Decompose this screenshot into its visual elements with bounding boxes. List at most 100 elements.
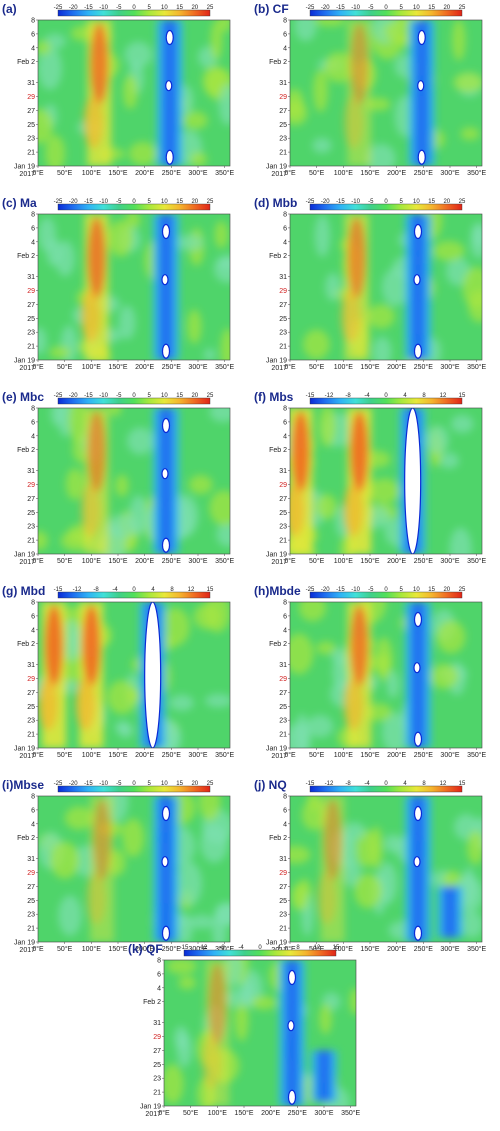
x-tick-label: 0°E — [32, 169, 44, 177]
x-tick-label: 200°E — [387, 557, 406, 565]
x-tick-label: 0°E — [32, 751, 44, 759]
x-tick-label: 150°E — [360, 557, 379, 565]
colorbar-tick-label: 0 — [258, 945, 262, 951]
heatmap-svg: -15 -12 -8 -4 0 4 8 12 15 8 6 4 Feb 2 31 29 27 25 23 21 Jan… — [266, 393, 487, 566]
y-tick-label: 25 — [27, 316, 35, 323]
x-tick-label: 350°E — [215, 557, 234, 565]
heatmap-svg: -15 -12 -8 -4 0 4 8 12 15 8 6 4 Feb 2 31 29 27 25 23 21 Jan… — [14, 587, 235, 760]
colorbar-tick-label: 25 — [207, 781, 214, 787]
panel-3: (c) Ma -25 -20 -15 -10 -5 0 5 10 15 20 25 8 6 4 Feb 2 31… — [2, 196, 238, 382]
colorbar-tick-label: -5 — [368, 5, 374, 11]
colorbar-tick-label: -12 — [325, 781, 334, 787]
y-tick-label: 8 — [283, 212, 287, 219]
y-tick-label: 23 — [279, 524, 287, 531]
x-tick-label: 50°E — [57, 169, 73, 177]
y-tick-label: 21 — [153, 1090, 161, 1097]
x-tick-label: 300°E — [188, 945, 207, 953]
y-tick-label: Feb 2 — [17, 59, 35, 66]
plot-frame — [289, 601, 483, 749]
colorbar-tick-label: 25 — [207, 199, 214, 205]
colorbar-tick-label: 15 — [428, 199, 435, 205]
colorbar-tick-label: 0 — [384, 393, 388, 399]
y-tick-label: 29 — [27, 676, 35, 683]
y-tick-label: 23 — [279, 718, 287, 725]
y-tick-label: 6 — [31, 613, 35, 620]
x-tick-label: 50°E — [309, 169, 325, 177]
panel-6: (f) Mbs -15 -12 -8 -4 0 4 8 12 15 8 6 4 Feb 2 31 29 27 25… — [254, 390, 490, 576]
colorbar-tick-label: 5 — [400, 5, 404, 11]
x-tick-label: 300°E — [188, 169, 207, 177]
colorbar-tick-label: -20 — [69, 5, 78, 11]
y-tick-label: Jan 19 — [14, 940, 35, 947]
year-label: 2017 — [271, 171, 287, 178]
x-tick-label: 150°E — [108, 557, 127, 565]
colorbar-tick-label: -8 — [345, 393, 351, 399]
y-tick-label: 8 — [283, 406, 287, 413]
year-label: 2017 — [19, 171, 35, 178]
panel-title: (h)Mbde — [254, 584, 301, 598]
year-label: 2017 — [19, 365, 35, 372]
y-tick-label: 29 — [279, 482, 287, 489]
y-tick-label: Jan 19 — [266, 552, 287, 559]
heatmap-svg: -25 -20 -15 -10 -5 0 5 10 15 20 25 8 6 4 Feb 2 31 29 27 25… — [14, 393, 235, 566]
colorbar-tick-label: 20 — [443, 587, 450, 593]
colorbar-tick-label: -8 — [219, 945, 225, 951]
y-tick-label: 31 — [279, 662, 287, 669]
y-tick-label: 25 — [27, 510, 35, 517]
x-tick-label: 50°E — [57, 557, 73, 565]
colorbar-tick-label: 8 — [170, 587, 174, 593]
x-tick-label: 50°E — [57, 751, 73, 759]
year-label: 2017 — [271, 753, 287, 760]
x-tick-label: 100°E — [334, 557, 353, 565]
plot-frame — [37, 19, 231, 167]
y-tick-label: 8 — [157, 958, 161, 965]
colorbar-tick-label: -15 — [306, 781, 315, 787]
y-tick-label: 4 — [283, 627, 287, 634]
y-tick-label: Feb 2 — [17, 641, 35, 648]
y-tick-label: 23 — [27, 136, 35, 143]
y-tick-label: 31 — [27, 856, 35, 863]
colorbar-tick-label: 20 — [191, 199, 198, 205]
panel-10: (j) NQ -15 -12 -8 -4 0 4 8 12 15 8 6 4 Feb 2 31 29 27 25 2… — [254, 778, 490, 964]
y-tick-label: Jan 19 — [266, 358, 287, 365]
y-tick-label: Jan 19 — [14, 746, 35, 753]
colorbar-tick-label: 10 — [161, 781, 168, 787]
x-tick-label: 100°E — [208, 1109, 227, 1117]
colorbar-tick-label: 4 — [403, 781, 407, 787]
x-tick-label: 150°E — [360, 363, 379, 371]
y-tick-label: 4 — [31, 433, 35, 440]
panel-title: (j) NQ — [254, 778, 287, 792]
heatmap-svg: -25 -20 -15 -10 -5 0 5 10 15 20 25 8 6 4 Feb 2 31 29 27 25… — [266, 587, 487, 760]
colorbar-tick-label: 0 — [132, 587, 136, 593]
y-tick-label: 23 — [27, 718, 35, 725]
colorbar-tick-label: -25 — [306, 587, 315, 593]
x-tick-label: 100°E — [82, 557, 101, 565]
panel-title: (d) Mbb — [254, 196, 298, 210]
colorbar-tick-label: 25 — [459, 199, 466, 205]
y-tick-label: 25 — [27, 898, 35, 905]
colorbar-tick-label: -25 — [306, 5, 315, 11]
colorbar-tick-label: 15 — [176, 393, 183, 399]
x-tick-label: 300°E — [440, 751, 459, 759]
colorbar-tick-label: 0 — [132, 781, 136, 787]
x-tick-label: 150°E — [234, 1109, 253, 1117]
y-tick-label: Feb 2 — [17, 835, 35, 842]
colorbar-tick-label: 4 — [151, 587, 155, 593]
x-tick-label: 50°E — [57, 363, 73, 371]
x-tick-label: 100°E — [334, 363, 353, 371]
colorbar-tick-label: 8 — [296, 945, 300, 951]
colorbar-tick-label: -4 — [364, 781, 370, 787]
x-tick-label: 100°E — [82, 169, 101, 177]
heatmap-field — [38, 408, 230, 554]
colorbar — [309, 203, 463, 211]
colorbar-tick-label: -5 — [368, 587, 374, 593]
colorbar-tick-label: 15 — [176, 199, 183, 205]
y-tick-label: 4 — [31, 627, 35, 634]
y-tick-label: 25 — [279, 122, 287, 129]
y-tick-label: 23 — [279, 136, 287, 143]
x-tick-label: 350°E — [215, 169, 234, 177]
colorbar-tick-label: -15 — [84, 393, 93, 399]
panel-5: (e) Mbc -25 -20 -15 -10 -5 0 5 10 15 20 25 8 6 4 Feb 2 3… — [2, 390, 238, 576]
x-tick-label: 0°E — [32, 557, 44, 565]
panel-title: (k) QF — [128, 942, 163, 956]
